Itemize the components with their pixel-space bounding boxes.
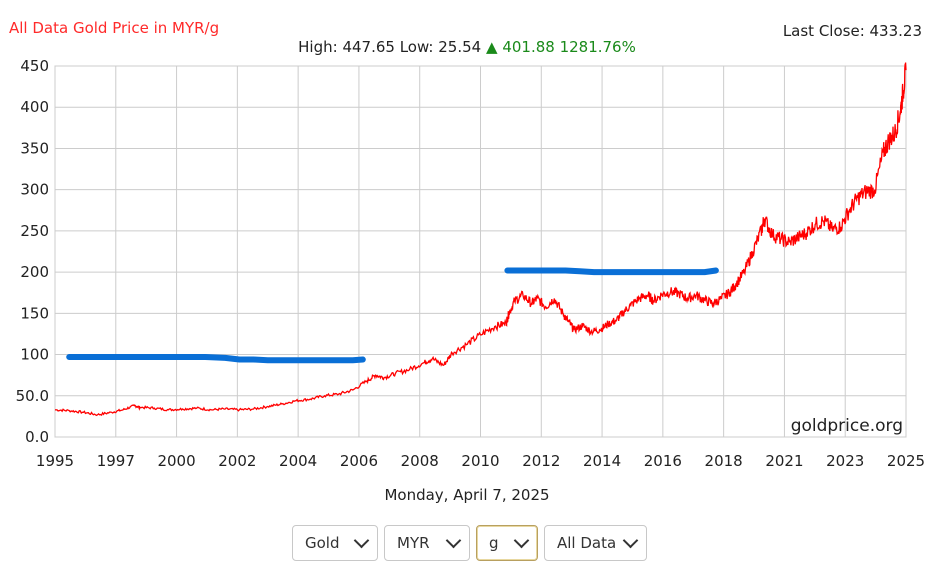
y-tick-label: 350	[20, 139, 49, 157]
high-value: High: 447.65	[298, 38, 395, 56]
y-tick-label: 50.0	[16, 387, 49, 405]
unit-select[interactable]: g	[476, 525, 538, 561]
chevron-down-icon	[513, 532, 530, 549]
price-chart: 1995 1997 2000 2002 2004 2006 2008 2010 2012 2014…	[16, 57, 926, 470]
currency-select-value: MYR	[397, 534, 430, 552]
x-tick-label: 2008	[401, 452, 439, 470]
overlay-stroke	[504, 267, 719, 276]
price-line	[54, 62, 907, 417]
range-select[interactable]: All Data	[544, 525, 647, 561]
x-tick-label: 2016	[644, 452, 682, 470]
chevron-down-icon	[445, 532, 462, 549]
x-tick-label: 1995	[36, 452, 74, 470]
x-tick-label: 2025	[887, 452, 925, 470]
date-label: Monday, April 7, 2025	[384, 486, 550, 504]
y-tick-label: 100	[20, 346, 49, 364]
chevron-down-icon	[353, 532, 370, 549]
y-tick-label: 200	[20, 263, 49, 281]
price-stats: High: 447.65 Low: 25.54 ▲ 401.88 1281.76…	[0, 38, 934, 56]
y-tick-label: 0.0	[25, 428, 49, 446]
x-tick-label: 2021	[765, 452, 803, 470]
metal-select[interactable]: Gold	[292, 525, 378, 561]
x-tick-label: 2010	[461, 452, 499, 470]
x-tick-label: 2018	[705, 452, 743, 470]
x-tick-label: 2014	[583, 452, 621, 470]
chevron-down-icon	[622, 532, 639, 549]
x-tick-label: 2004	[279, 452, 317, 470]
x-tick-label: 2023	[826, 452, 864, 470]
x-tick-label: 1997	[97, 452, 135, 470]
x-tick-label: 2000	[157, 452, 195, 470]
last-close: Last Close: 433.23	[782, 22, 922, 40]
range-select-value: All Data	[557, 534, 617, 552]
chart-title: All Data Gold Price in MYR/g	[9, 19, 220, 37]
x-tick-label: 2012	[522, 452, 560, 470]
watermark: goldprice.org	[791, 416, 903, 436]
x-tick-label: 2002	[218, 452, 256, 470]
y-tick-label: 400	[20, 98, 49, 116]
overlay-stroke	[66, 354, 366, 364]
chart-controls: Gold MYR g All Data	[292, 525, 647, 561]
metal-select-value: Gold	[305, 534, 340, 552]
x-tick-label: 2006	[340, 452, 378, 470]
change-value: 401.88 1281.76%	[502, 38, 636, 56]
y-tick-label: 250	[20, 222, 49, 240]
low-value: Low: 25.54	[399, 38, 482, 56]
change-arrow-icon: ▲	[485, 38, 498, 56]
y-tick-label: 150	[20, 304, 49, 322]
currency-select[interactable]: MYR	[384, 525, 470, 561]
y-tick-label: 300	[20, 181, 49, 199]
unit-select-value: g	[489, 534, 499, 552]
y-tick-label: 450	[20, 57, 49, 75]
